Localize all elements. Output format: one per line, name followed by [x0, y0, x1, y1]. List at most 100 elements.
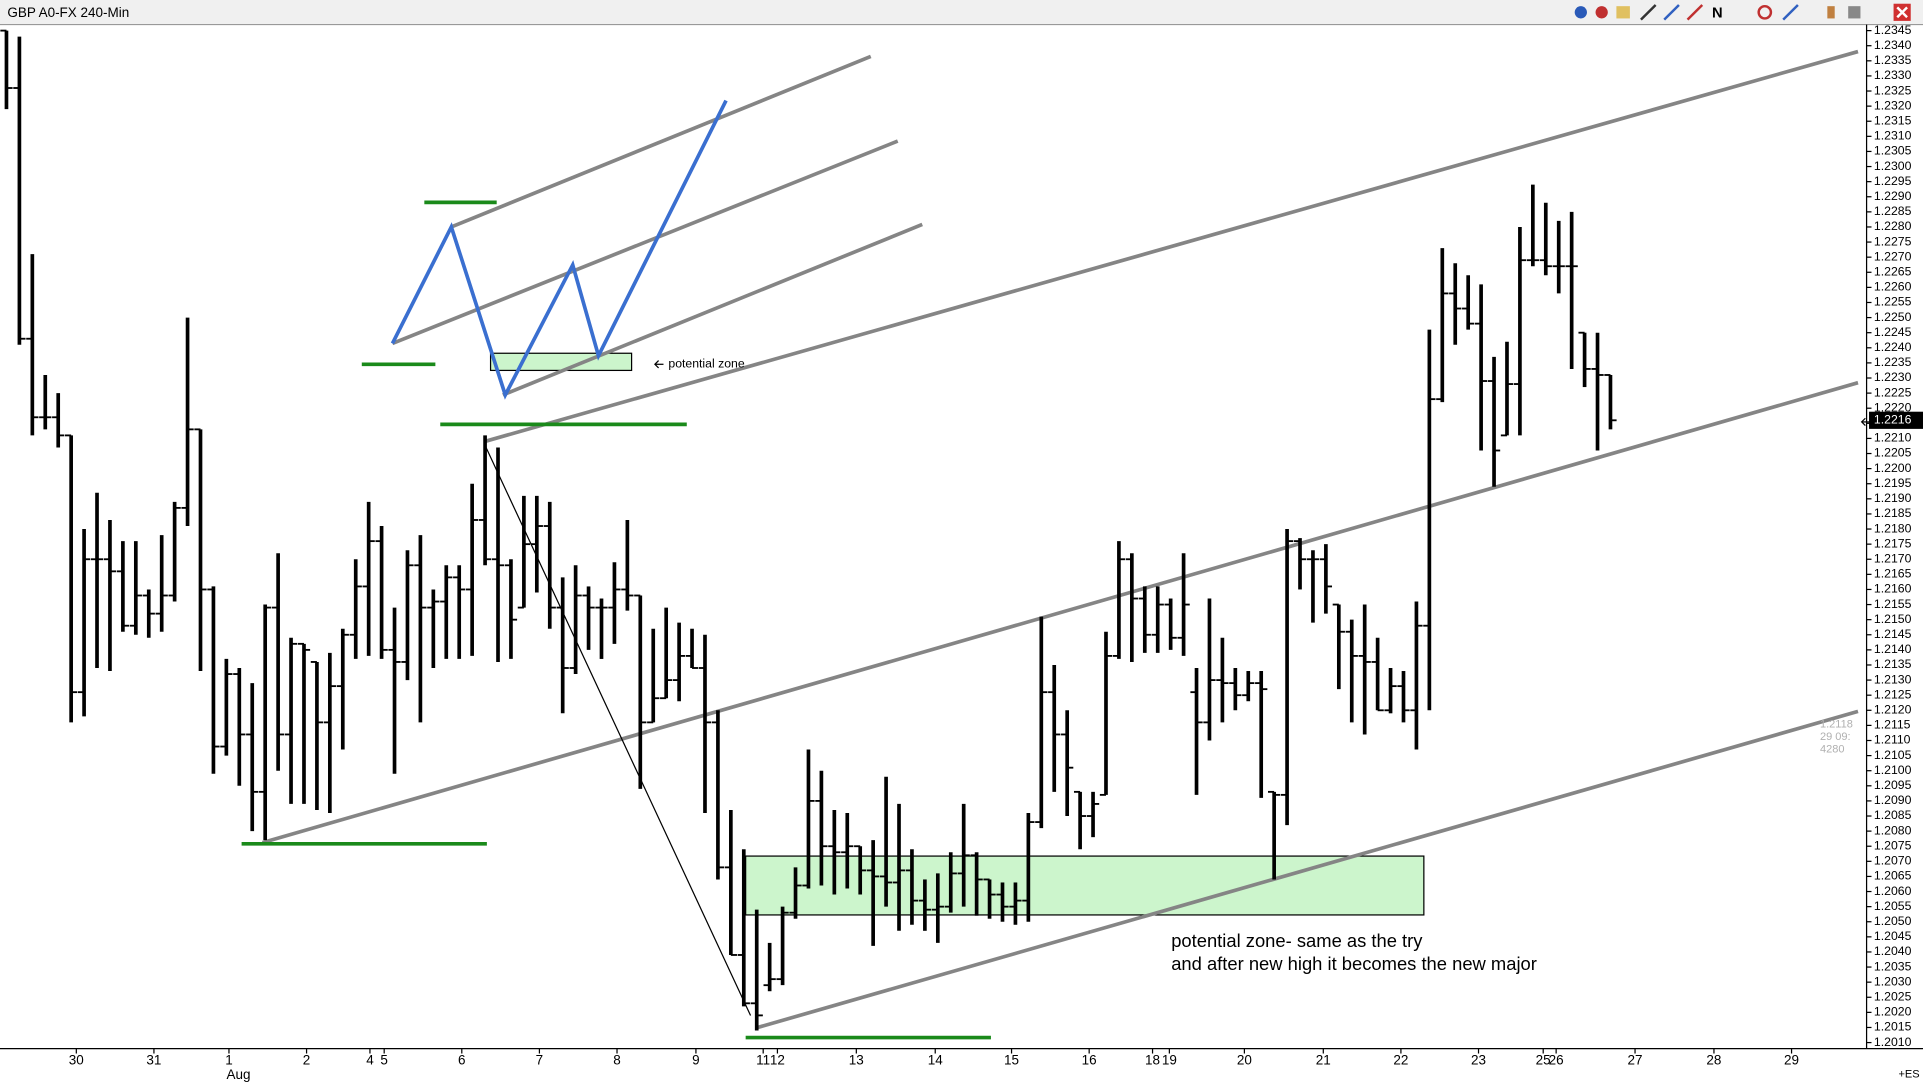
x-tick-label: 20: [1237, 1052, 1252, 1067]
tool-icon[interactable]: [1686, 4, 1704, 21]
y-tick-label: 1.2045: [1874, 929, 1912, 943]
pointer-arrow: [654, 360, 660, 369]
y-tick-label: 1.2180: [1874, 521, 1912, 535]
y-tick-label: 1.2245: [1874, 325, 1912, 339]
y-tick-label: 1.2270: [1874, 249, 1912, 263]
y-tick-label: 1.2090: [1874, 793, 1912, 807]
close-icon[interactable]: [1896, 6, 1908, 19]
y-tick-label: 1.2330: [1874, 68, 1912, 82]
x-tick-label: 25: [1536, 1052, 1551, 1067]
tool-icon[interactable]: [1640, 4, 1657, 21]
y-tick-label: 1.2240: [1874, 340, 1912, 354]
y-tick-label: 1.2065: [1874, 869, 1912, 883]
trend-line: [261, 380, 1859, 845]
tool-icon[interactable]: [1663, 4, 1680, 21]
toolbar: N: [1574, 3, 1911, 21]
y-tick-label: 1.2310: [1874, 129, 1912, 143]
x-tick-label: 29: [1784, 1052, 1799, 1067]
y-tick-label: 1.2080: [1874, 823, 1912, 837]
x-tick-label: 23: [1471, 1052, 1486, 1067]
y-tick-label: 1.2025: [1874, 989, 1912, 1003]
y-tick-label: 1.2040: [1874, 944, 1912, 958]
y-tick-label: 1.2235: [1874, 355, 1912, 369]
y-tick-label: 1.2250: [1874, 310, 1912, 324]
y-tick-label: 1.2195: [1874, 476, 1912, 490]
x-tick-label: 21: [1316, 1052, 1331, 1067]
y-tick-label: 1.2260: [1874, 280, 1912, 294]
y-tick-label: 1.2030: [1874, 974, 1912, 988]
x-tick-label: 30: [69, 1052, 84, 1067]
plot: 1.20101.20151.20201.20251.20301.20351.20…: [0, 23, 1923, 1082]
annotation: and after new high it becomes the new ma…: [1171, 953, 1537, 974]
y-tick-label: 1.2055: [1874, 899, 1912, 913]
chart-title: GBP A0-FX 240-Min: [7, 5, 129, 20]
x-tick-label: 15: [1004, 1052, 1019, 1067]
y-tick-label: 1.2125: [1874, 687, 1912, 701]
y-tick-label: 1.2315: [1874, 113, 1912, 127]
x-tick-label: 13: [849, 1052, 864, 1067]
x-tick-label: 27: [1628, 1052, 1643, 1067]
tool-icon-label[interactable]: N: [1712, 5, 1723, 21]
x-tick-label: 12: [770, 1052, 785, 1067]
y-tick-label: 1.2300: [1874, 159, 1912, 173]
y-tick-label: 1.2305: [1874, 144, 1912, 158]
last-price-box: [1869, 411, 1923, 429]
trend-line: [483, 49, 1859, 444]
tool-icon[interactable]: [1827, 6, 1835, 19]
y-tick-label: 1.2145: [1874, 627, 1912, 641]
y-tick-label: 1.2020: [1874, 1005, 1912, 1019]
y-tick-label: 1.2185: [1874, 506, 1912, 520]
y-tick-label: 1.2210: [1874, 431, 1912, 445]
y-tick-label: 1.2035: [1874, 959, 1912, 973]
y-tick-label: 1.2335: [1874, 53, 1912, 67]
drawings: [241, 49, 1873, 1040]
corner-label: +ES: [1898, 1068, 1919, 1080]
y-tick-label: 1.2070: [1874, 854, 1912, 868]
y-tick-label: 1.2150: [1874, 612, 1912, 626]
tool-icon[interactable]: [1848, 6, 1861, 19]
y-tick-label: 1.2345: [1874, 23, 1912, 37]
x-tick-label: 7: [536, 1052, 544, 1067]
x-tick-label: 31: [146, 1052, 161, 1067]
y-tick-label: 1.2130: [1874, 672, 1912, 686]
x-tick-label: 6: [458, 1052, 466, 1067]
x-tick-label: 18: [1145, 1052, 1160, 1067]
y-tick-label: 1.2165: [1874, 567, 1912, 581]
annotation: potential zone: [668, 357, 744, 371]
y-tick-label: 1.2295: [1874, 174, 1912, 188]
x-tick-label: 1: [225, 1052, 233, 1067]
info-text: 29 09:: [1820, 731, 1851, 743]
y-tick-label: 1.2175: [1874, 536, 1912, 550]
y-tick-label: 1.2160: [1874, 582, 1912, 596]
tool-icon[interactable]: [1616, 6, 1630, 19]
tool-icon[interactable]: [1595, 6, 1608, 19]
y-tick-label: 1.2100: [1874, 763, 1912, 777]
y-tick-label: 1.2155: [1874, 597, 1912, 611]
tool-icon[interactable]: [1782, 4, 1799, 21]
x-tick-label: 19: [1162, 1052, 1177, 1067]
trend-line: [502, 222, 923, 397]
y-tick-label: 1.2220: [1874, 400, 1912, 414]
y-tick-label: 1.2190: [1874, 491, 1912, 505]
annotation: potential zone- same as the try: [1171, 930, 1423, 951]
y-tick-label: 1.2095: [1874, 778, 1912, 792]
tool-icon[interactable]: [1574, 6, 1587, 19]
y-tick-label: 1.2060: [1874, 884, 1912, 898]
y-tick-label: 1.2110: [1874, 733, 1911, 747]
tool-icon[interactable]: [1757, 4, 1773, 20]
y-tick-label: 1.2205: [1874, 446, 1912, 460]
x-tick-label: 2: [303, 1052, 311, 1067]
y-tick-label: 1.2340: [1874, 38, 1912, 52]
x-tick-label: 22: [1393, 1052, 1408, 1067]
zone-box: [489, 352, 633, 372]
x-tick-label: 16: [1082, 1052, 1097, 1067]
y-tick-label: 1.2265: [1874, 265, 1912, 279]
y-tick-label: 1.2120: [1874, 703, 1912, 717]
y-tick-label: 1.2320: [1874, 98, 1912, 112]
x-tick-label: 9: [692, 1052, 700, 1067]
y-tick-label: 1.2010: [1874, 1035, 1912, 1049]
y-tick-label: 1.2105: [1874, 748, 1912, 762]
y-tick-label: 1.2050: [1874, 914, 1912, 928]
y-tick-label: 1.2085: [1874, 808, 1912, 822]
